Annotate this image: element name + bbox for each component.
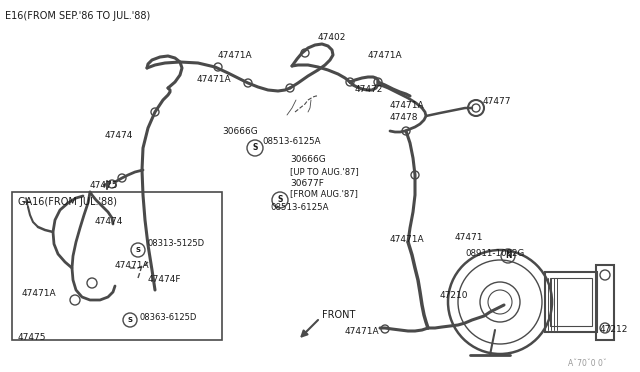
Text: 47210: 47210: [440, 291, 468, 299]
Text: 47472: 47472: [355, 86, 383, 94]
Bar: [596, 265, 614, 340]
Text: 47474: 47474: [105, 131, 133, 140]
Text: 47471A: 47471A: [197, 76, 232, 84]
Text: 47471A: 47471A: [390, 100, 424, 109]
Text: 47471A: 47471A: [115, 260, 150, 269]
Text: 47212: 47212: [600, 326, 628, 334]
Text: S: S: [127, 317, 132, 323]
Text: 08313-5125D: 08313-5125D: [148, 240, 205, 248]
Bar: [12, 192, 222, 340]
Text: 47474F: 47474F: [148, 276, 182, 285]
Text: 47471A: 47471A: [218, 51, 253, 60]
Text: 08363-6125D: 08363-6125D: [140, 314, 197, 323]
Text: 08911-1082G: 08911-1082G: [465, 248, 524, 257]
Text: N: N: [505, 251, 511, 260]
Text: 47471A: 47471A: [345, 327, 380, 337]
Text: 30677F: 30677F: [290, 179, 324, 187]
Text: 08513-6125A: 08513-6125A: [270, 202, 328, 212]
Bar: [550, 278, 592, 326]
Text: 08513-6125A: 08513-6125A: [262, 138, 321, 147]
Text: FRONT: FRONT: [322, 310, 355, 320]
Text: 47402: 47402: [318, 33, 346, 42]
Text: 30666G: 30666G: [222, 128, 258, 137]
Bar: [545, 272, 597, 332]
Text: 30666G: 30666G: [290, 155, 326, 164]
Text: 47471: 47471: [455, 234, 483, 243]
Text: [FROM AUG.'87]: [FROM AUG.'87]: [290, 189, 358, 199]
Text: 47475: 47475: [90, 180, 118, 189]
Text: GA16(FROM JUL.'88): GA16(FROM JUL.'88): [18, 197, 117, 207]
Text: 47474: 47474: [95, 218, 124, 227]
Text: S: S: [277, 196, 283, 205]
Text: E16(FROM SEP.'86 TO JUL.'88): E16(FROM SEP.'86 TO JUL.'88): [5, 11, 150, 21]
Text: 47471A: 47471A: [368, 51, 403, 60]
Text: 47471A: 47471A: [390, 235, 424, 244]
Text: 47477: 47477: [483, 97, 511, 106]
Text: 47475: 47475: [18, 334, 47, 343]
Text: 47471A: 47471A: [22, 289, 56, 298]
Text: S: S: [136, 247, 141, 253]
Text: Aˇ70ˇ0 0ˇ: Aˇ70ˇ0 0ˇ: [568, 359, 607, 369]
Text: S: S: [252, 144, 258, 153]
Text: 47478: 47478: [390, 113, 419, 122]
Text: [UP TO AUG.'87]: [UP TO AUG.'87]: [290, 167, 359, 176]
